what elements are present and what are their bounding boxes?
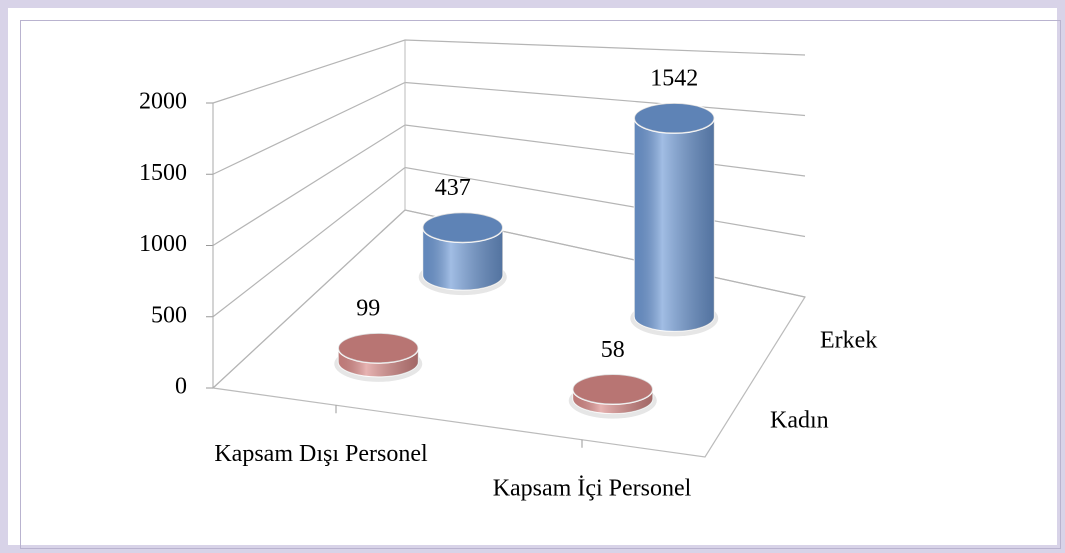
data-label: 58 (601, 337, 625, 363)
cylinder-top (422, 211, 504, 244)
legend-label: Kadın (770, 408, 829, 434)
cylinder (630, 102, 719, 337)
x-tick-label: Kapsam İçi Personel (493, 475, 692, 501)
cylinder-top (337, 332, 419, 364)
cylinder-top-shade (422, 212, 503, 243)
cylinder (334, 332, 423, 382)
inner-frame (20, 20, 1061, 549)
y-tick-label: 0 (175, 374, 187, 400)
y-tick-label: 1000 (139, 231, 187, 257)
grid-line (212, 81, 806, 175)
data-label: 1542 (650, 66, 698, 92)
y-tick-label: 500 (151, 302, 187, 328)
legend-label: Erkek (820, 328, 877, 354)
data-label: 99 (356, 296, 380, 322)
y-tick-label: 1500 (139, 160, 187, 186)
grid-line (212, 39, 806, 104)
cylinder (418, 211, 507, 296)
cylinder-top-shade (634, 103, 715, 134)
cylinder-top (633, 102, 715, 134)
grid-line (212, 209, 806, 389)
data-label: 437 (435, 175, 471, 201)
cylinder-shading (422, 227, 503, 291)
x-tick-label: Kapsam Dışı Personel (214, 441, 428, 467)
cylinder-shading (634, 118, 715, 332)
cylinder-top-shade (338, 333, 419, 364)
y-tick-label: 2000 (139, 89, 187, 115)
cylinder-top-shade (572, 374, 653, 405)
cylinder (568, 373, 657, 419)
cylinder-top (572, 373, 654, 406)
